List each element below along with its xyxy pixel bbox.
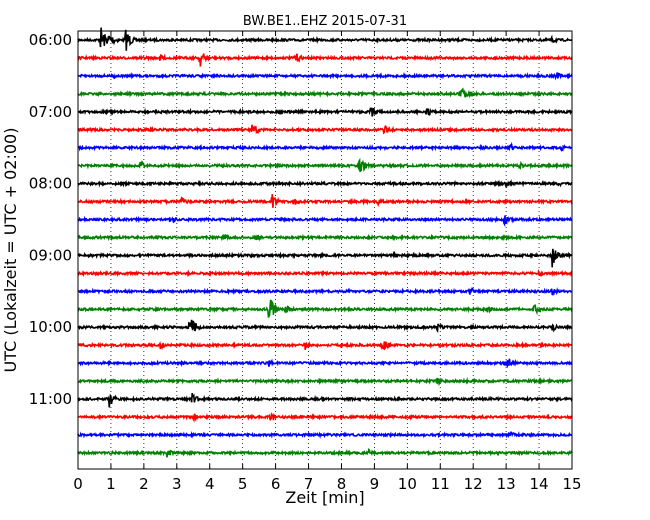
trace-line	[77, 412, 573, 423]
x-tick-label: 14	[530, 475, 549, 493]
trace-line	[77, 107, 573, 117]
trace-line	[77, 447, 573, 458]
trace-line	[77, 268, 573, 278]
chart-title: BW.BE1..EHZ 2015-07-31	[243, 14, 407, 29]
trace-line	[77, 431, 573, 439]
x-tick-label: 13	[497, 475, 516, 493]
y-tick-label: 11:00	[29, 390, 72, 408]
trace-line	[77, 124, 573, 135]
x-axis-ticks: 0 1 2 3 4 5 6 7 8 9 10 11 12 13 14 15	[73, 31, 582, 493]
trace-line	[77, 248, 573, 268]
trace-line	[77, 233, 573, 242]
y-axis-ticks: 06:00 07:00 08:00 09:00 10:00 11:00	[29, 31, 572, 408]
trace-line	[77, 319, 573, 334]
x-tick-label: 8	[337, 475, 347, 493]
trace-line	[77, 157, 573, 173]
grid-lines	[110, 31, 540, 469]
y-tick-label: 06:00	[29, 31, 72, 49]
y-tick-label: 07:00	[29, 103, 72, 121]
x-tick-label: 7	[304, 475, 314, 493]
y-axis-label: UTC (Lokalzeit = UTC + 02:00)	[1, 128, 20, 373]
trace-line	[77, 392, 573, 408]
y-tick-label: 10:00	[29, 318, 72, 336]
trace-line	[77, 71, 573, 81]
x-tick-label: 10	[398, 475, 417, 493]
trace-line	[77, 286, 573, 296]
trace-line	[77, 340, 573, 351]
x-tick-label: 6	[271, 475, 281, 493]
x-tick-label: 5	[238, 475, 248, 493]
x-tick-label: 1	[106, 475, 116, 493]
trace-line	[77, 358, 573, 369]
x-axis-label: Zeit [min]	[285, 488, 364, 507]
x-tick-label: 4	[205, 475, 215, 493]
x-tick-label: 3	[172, 475, 182, 493]
trace-line	[78, 376, 573, 387]
seismic-traces	[77, 27, 573, 458]
x-tick-label: 11	[431, 475, 450, 493]
plot-frame	[77, 30, 573, 470]
y-tick-label: 08:00	[29, 175, 72, 193]
x-tick-label: 2	[139, 475, 149, 493]
trace-line	[77, 141, 573, 152]
trace-line	[77, 194, 573, 208]
x-tick-label: 15	[562, 475, 581, 493]
trace-line	[77, 87, 573, 99]
trace-line	[77, 27, 573, 51]
trace-line	[77, 215, 573, 228]
trace-line	[77, 299, 573, 318]
x-tick-label: 0	[73, 475, 83, 493]
y-tick-label: 09:00	[29, 246, 72, 264]
trace-line	[77, 53, 573, 67]
trace-line	[77, 179, 573, 189]
x-tick-label: 9	[370, 475, 380, 493]
x-tick-label: 12	[464, 475, 483, 493]
